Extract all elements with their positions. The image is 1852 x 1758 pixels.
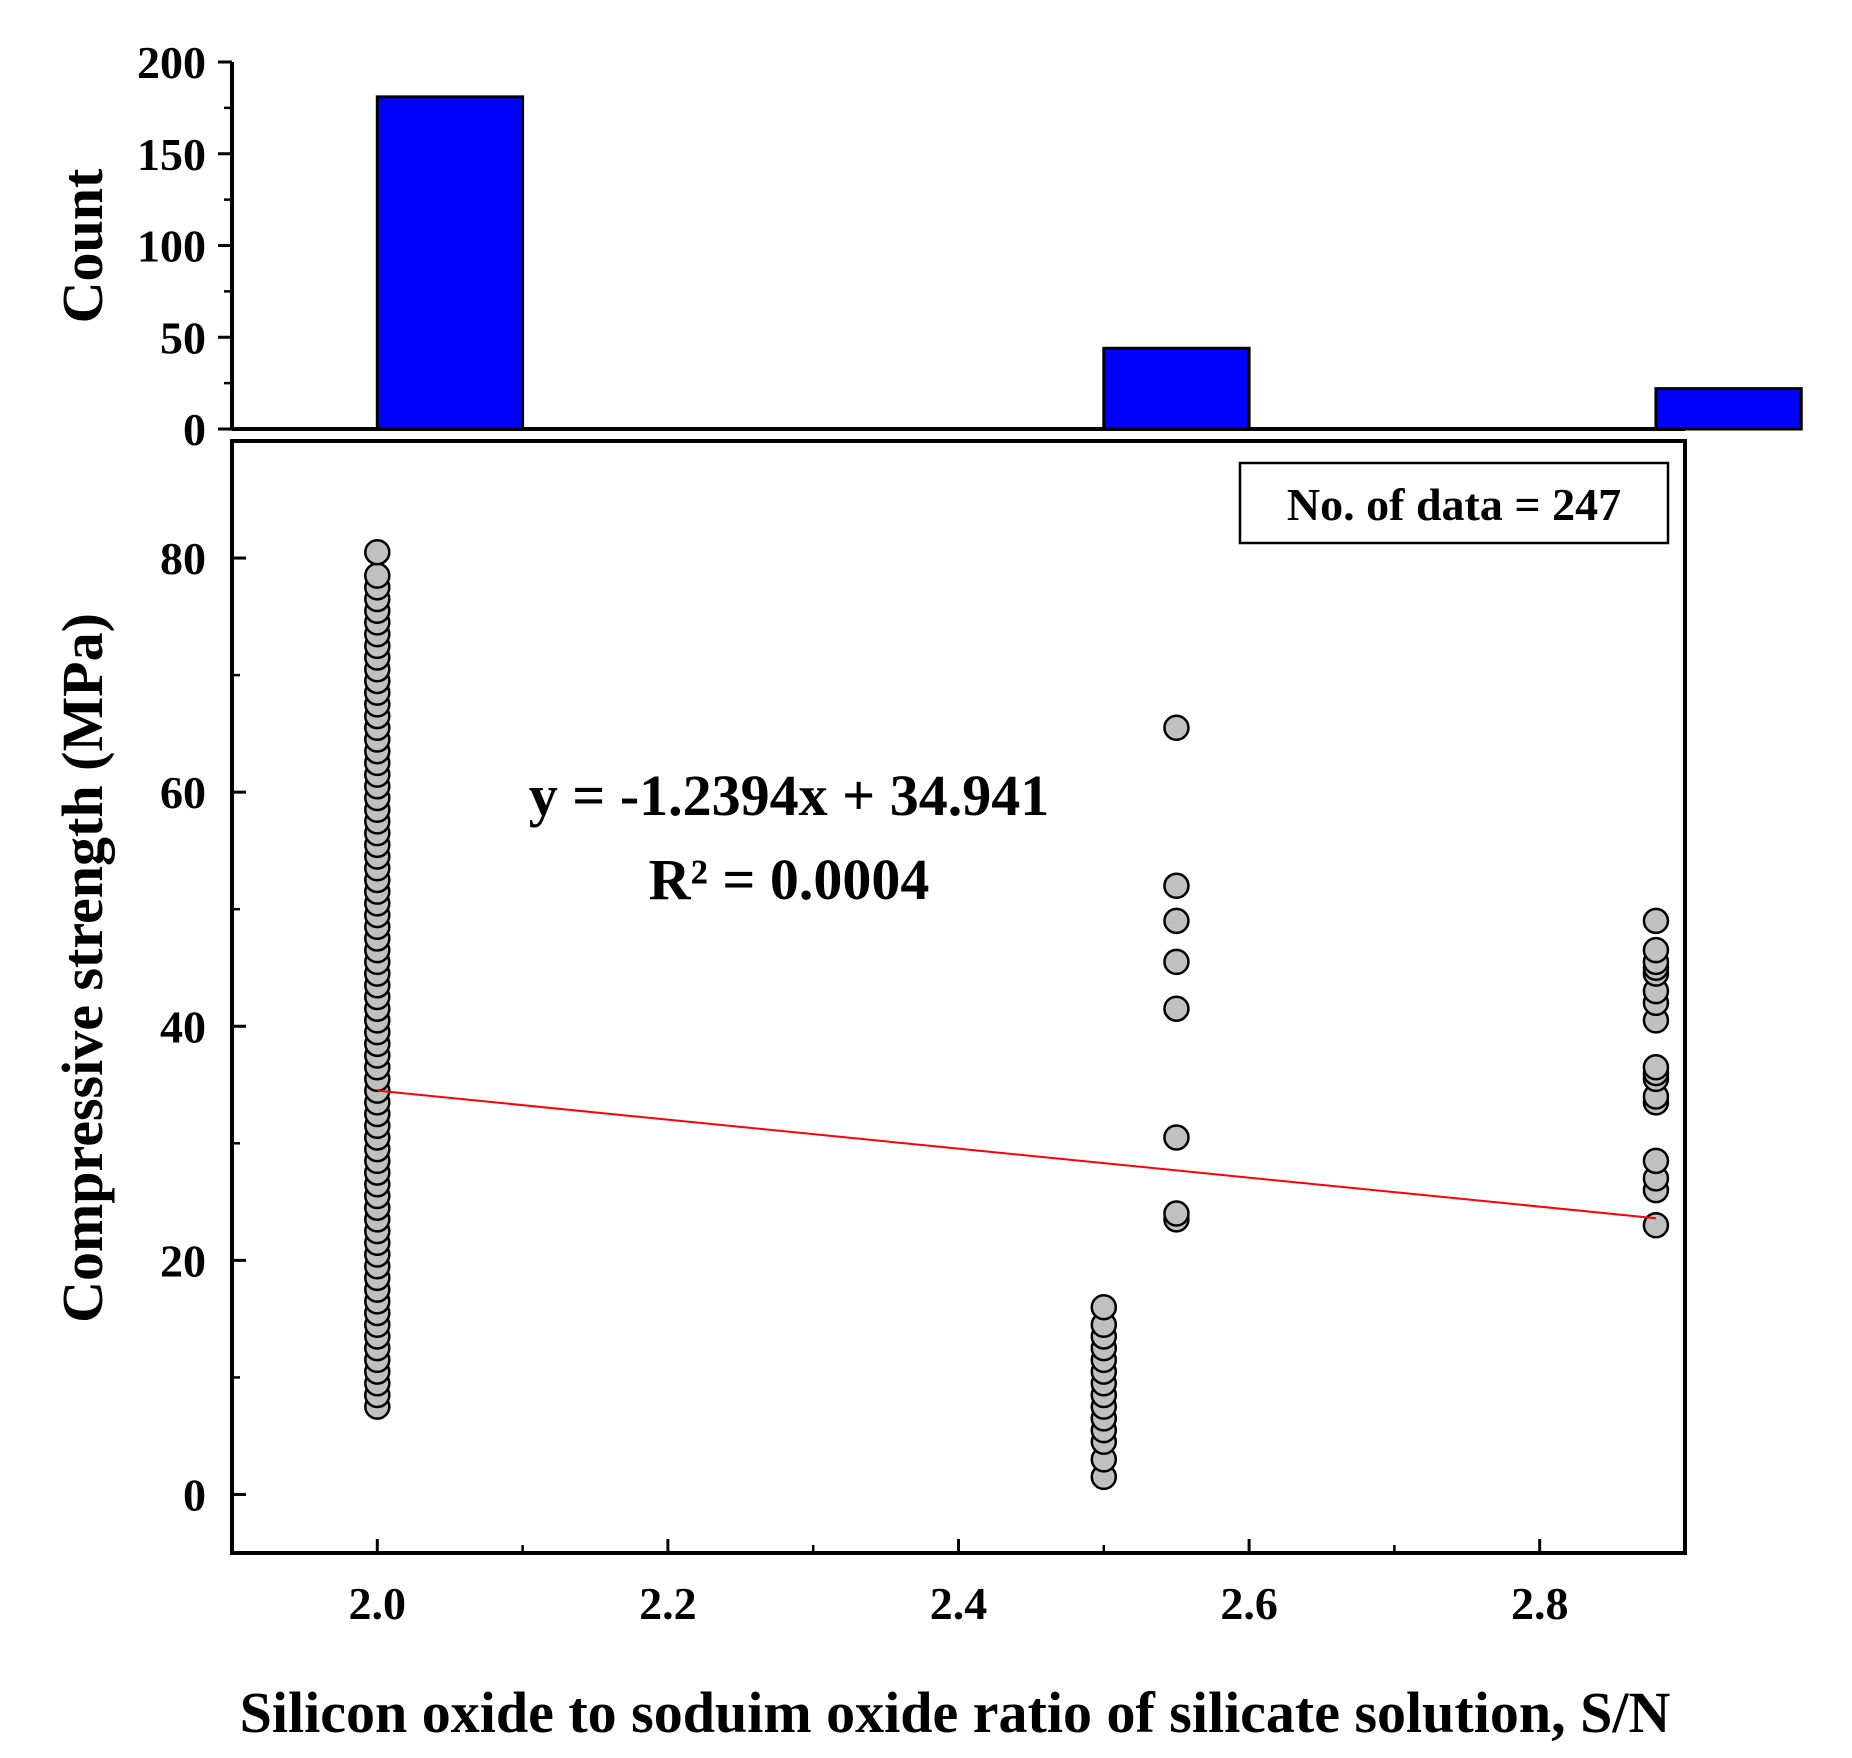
histogram-y-ticks: 0 50 100 150 200 — [137, 37, 232, 455]
r-squared-label: R² = 0.0004 — [649, 847, 930, 912]
scatter-point — [1163, 995, 1190, 1022]
histogram-y-tick-label: 50 — [160, 312, 206, 363]
regression-equation: y = -1.2394x + 34.941 — [529, 763, 1049, 828]
x-tick-label: 2.4 — [930, 1578, 988, 1629]
x-axis-title: Silicon oxide to soduim oxide ratio of s… — [240, 1680, 1671, 1745]
scatter-points — [364, 538, 1670, 1491]
y-tick-label: 0 — [183, 1469, 206, 1520]
y-tick-label: 20 — [160, 1235, 206, 1286]
x-tick-label: 2.0 — [349, 1578, 407, 1629]
scatter-point — [1090, 1293, 1118, 1321]
y-tick-label: 60 — [160, 767, 206, 818]
trendline — [377, 1089, 1657, 1220]
x-tick-label: 2.2 — [639, 1578, 697, 1629]
histogram-y-tick-label: 0 — [183, 404, 206, 455]
scatter-point — [1163, 1200, 1190, 1227]
x-tick-label: 2.8 — [1511, 1578, 1569, 1629]
y-tick-label: 40 — [160, 1001, 206, 1052]
histogram-bar — [1102, 346, 1251, 431]
data-count-box — [1238, 461, 1670, 545]
scatter-point — [1642, 1053, 1670, 1081]
scatter-point — [364, 562, 391, 589]
scatter-point — [1642, 1212, 1670, 1239]
scatter-y-axis-title: Compressive strength (MPa) — [50, 613, 115, 1323]
scatter-point — [1163, 1124, 1190, 1151]
histogram-bar — [375, 95, 525, 431]
histogram-panel: 0 50 100 150 200 Count — [50, 37, 1803, 455]
histogram-bars — [375, 95, 1803, 431]
scatter-point — [1642, 1147, 1670, 1175]
scatter-point — [1642, 907, 1670, 935]
scatter-point — [1163, 948, 1190, 976]
scatter-x-ticks: 2.0 2.2 2.4 2.6 2.8 — [349, 1539, 1687, 1629]
histogram-y-tick-label: 150 — [137, 129, 206, 180]
scatter-point — [1163, 714, 1190, 742]
scatter-y-ticks: 0 20 40 60 80 — [160, 439, 246, 1520]
scatter-point — [1163, 872, 1190, 900]
histogram-y-axis-title: Count — [50, 168, 115, 323]
histogram-y-tick-label: 100 — [137, 221, 206, 272]
histogram-y-tick-label: 200 — [137, 37, 206, 88]
scatter-point — [364, 538, 391, 566]
histogram-bar — [1654, 387, 1803, 431]
scatter-panel: 2.0 2.2 2.4 2.6 2.8 0 20 40 60 80 No. of data = … — [50, 439, 1687, 1745]
scatter-plot-frame — [230, 439, 1687, 1555]
y-tick-label: 80 — [160, 533, 206, 584]
scatter-point — [1163, 907, 1190, 935]
scatter-point — [1642, 936, 1670, 964]
x-tick-label: 2.6 — [1220, 1578, 1278, 1629]
data-count-label: No. of data = 247 — [1287, 479, 1621, 530]
